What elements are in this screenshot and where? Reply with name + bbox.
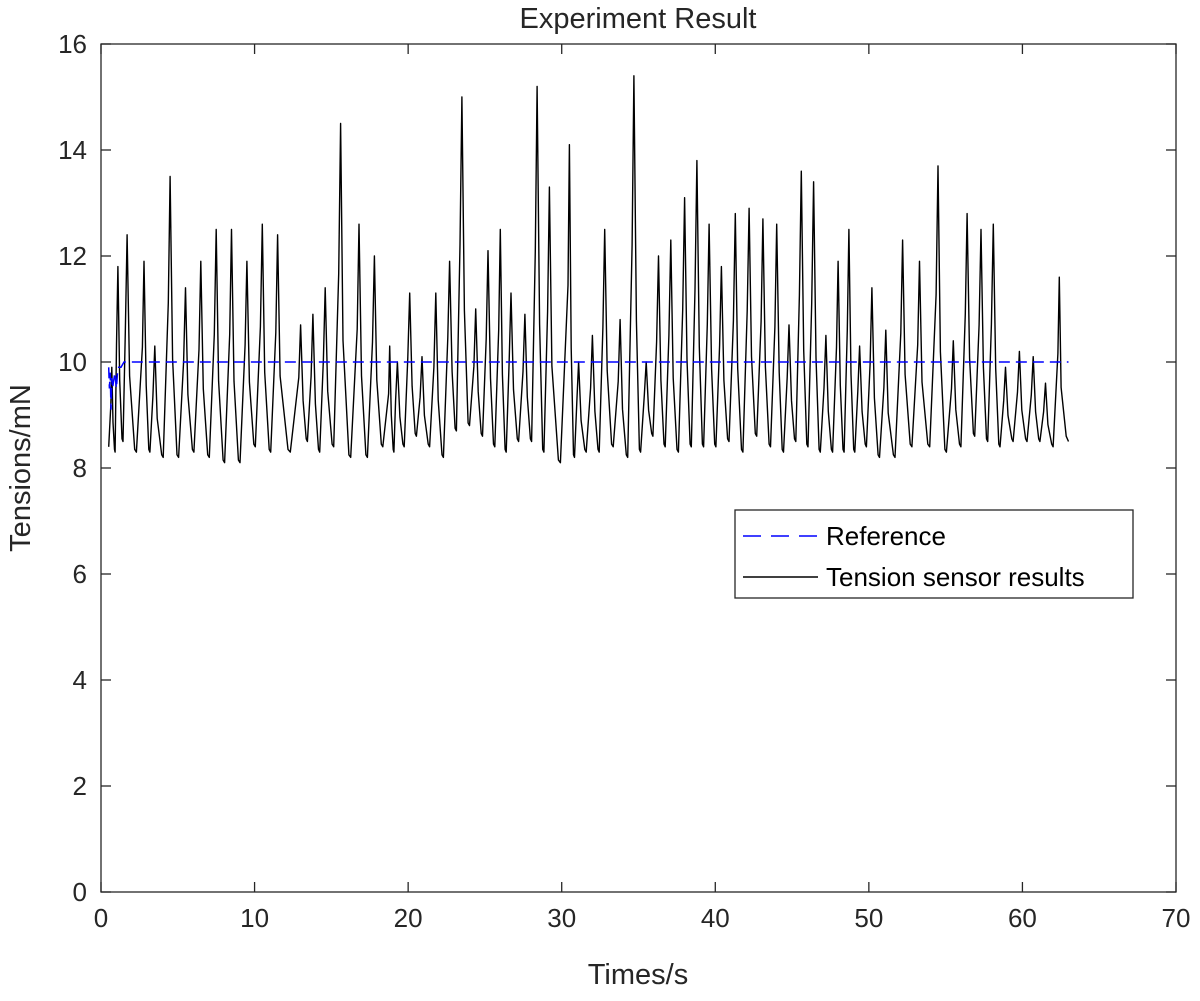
plot-area [101,44,1176,892]
legend: Reference Tension sensor results [735,510,1133,598]
y-tick-label: 8 [73,453,87,483]
y-tick-label: 4 [73,665,87,695]
x-tick-label: 70 [1162,903,1191,933]
y-tick-label: 6 [73,559,87,589]
y-axis-label: Tensions/mN [5,384,37,552]
y-tick-label: 16 [58,29,87,59]
y-tick-label: 14 [58,135,87,165]
chart-title: Experiment Result [520,3,757,35]
y-tick-label: 12 [58,241,87,271]
x-axis-label: Times/s [588,959,688,991]
x-tick-label: 10 [240,903,269,933]
x-tick-label: 50 [854,903,883,933]
x-tick-label: 0 [94,903,108,933]
legend-label-tension-sensor-results: Tension sensor results [826,562,1085,592]
x-tick-label: 30 [547,903,576,933]
x-tick-label: 40 [701,903,730,933]
y-tick-label: 2 [73,771,87,801]
y-tick-label: 10 [58,347,87,377]
y-tick-label: 0 [73,877,87,907]
x-tick-label: 20 [394,903,423,933]
legend-label-reference: Reference [826,521,946,551]
x-tick-label: 60 [1008,903,1037,933]
